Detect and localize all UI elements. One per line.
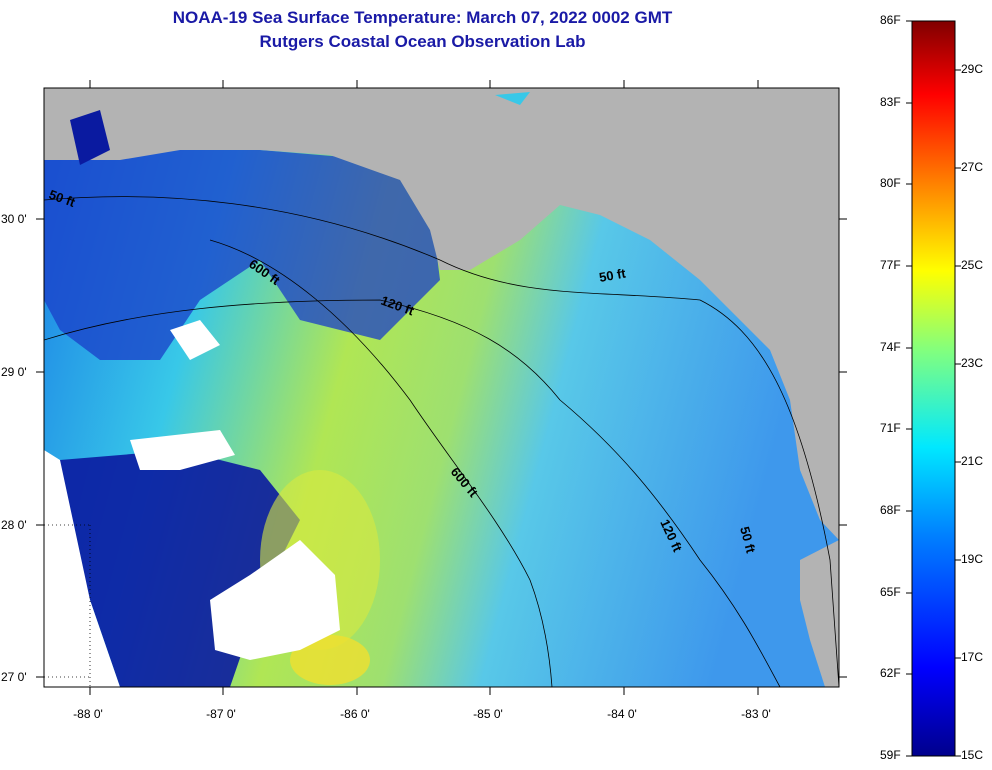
colorbar-label-f: 80F	[880, 176, 901, 190]
map-title: NOAA-19 Sea Surface Temperature: March 0…	[172, 8, 673, 27]
isobath-50ft	[44, 196, 839, 687]
no-data-patch	[170, 320, 220, 360]
longitude-label: -86 0'	[340, 707, 370, 721]
colorbar-label-f: 74F	[880, 340, 901, 354]
colorbar-label-f: 68F	[880, 503, 901, 517]
colorbar-label-c: 17C	[961, 650, 984, 664]
no-data-patch	[130, 430, 235, 470]
cold-water-region	[44, 140, 440, 360]
colorbar-label-c: 23C	[961, 356, 984, 370]
lake	[495, 92, 530, 105]
longitude-label: -84 0'	[607, 707, 637, 721]
colorbar-label-f: 77F	[880, 258, 901, 272]
colorbar-label-c: 21C	[961, 454, 984, 468]
colorbar-label-f: 62F	[880, 666, 901, 680]
latitude-label: 27 0'	[1, 670, 27, 684]
land	[44, 88, 839, 540]
colorbar-label-f: 83F	[880, 95, 901, 109]
latitude-label: 30 0'	[1, 212, 27, 226]
isobath-120ft	[44, 299, 781, 687]
graticule	[44, 524, 91, 687]
no-data-patch	[44, 450, 120, 687]
map-subtitle: Rutgers Coastal Ocean Observation Lab	[259, 32, 586, 51]
colorbar-label-f: 86F	[880, 13, 901, 27]
colorbar-label-f: 65F	[880, 585, 901, 599]
colorbar-ticks	[906, 20, 961, 757]
colorbar-label-c: 27C	[961, 160, 984, 174]
longitude-label: -85 0'	[473, 707, 503, 721]
colorbar-label-c: 29C	[961, 62, 984, 76]
longitude-label: -83 0'	[741, 707, 771, 721]
colorbar	[911, 20, 956, 757]
latitude-label: 28 0'	[1, 518, 27, 532]
colorbar-label-c: 15C	[961, 748, 984, 762]
colorbar-label-c: 19C	[961, 552, 984, 566]
latitude-label: 29 0'	[1, 365, 27, 379]
land	[800, 540, 839, 687]
longitude-label: -87 0'	[206, 707, 236, 721]
no-data-patch	[210, 540, 340, 660]
warm-water-region	[290, 635, 370, 685]
colorbar-label-f: 59F	[880, 748, 901, 762]
contour-label: 50 ft	[598, 265, 628, 285]
colorbar-label-f: 71F	[880, 421, 901, 435]
plot-frame	[43, 87, 840, 688]
isobath-600ft	[209, 239, 553, 687]
colorbar-label-c: 25C	[961, 258, 984, 272]
bay	[70, 110, 110, 165]
longitude-label: -88 0'	[73, 707, 103, 721]
contour-label: 50 ft	[737, 525, 759, 555]
axis-ticks	[36, 80, 847, 695]
